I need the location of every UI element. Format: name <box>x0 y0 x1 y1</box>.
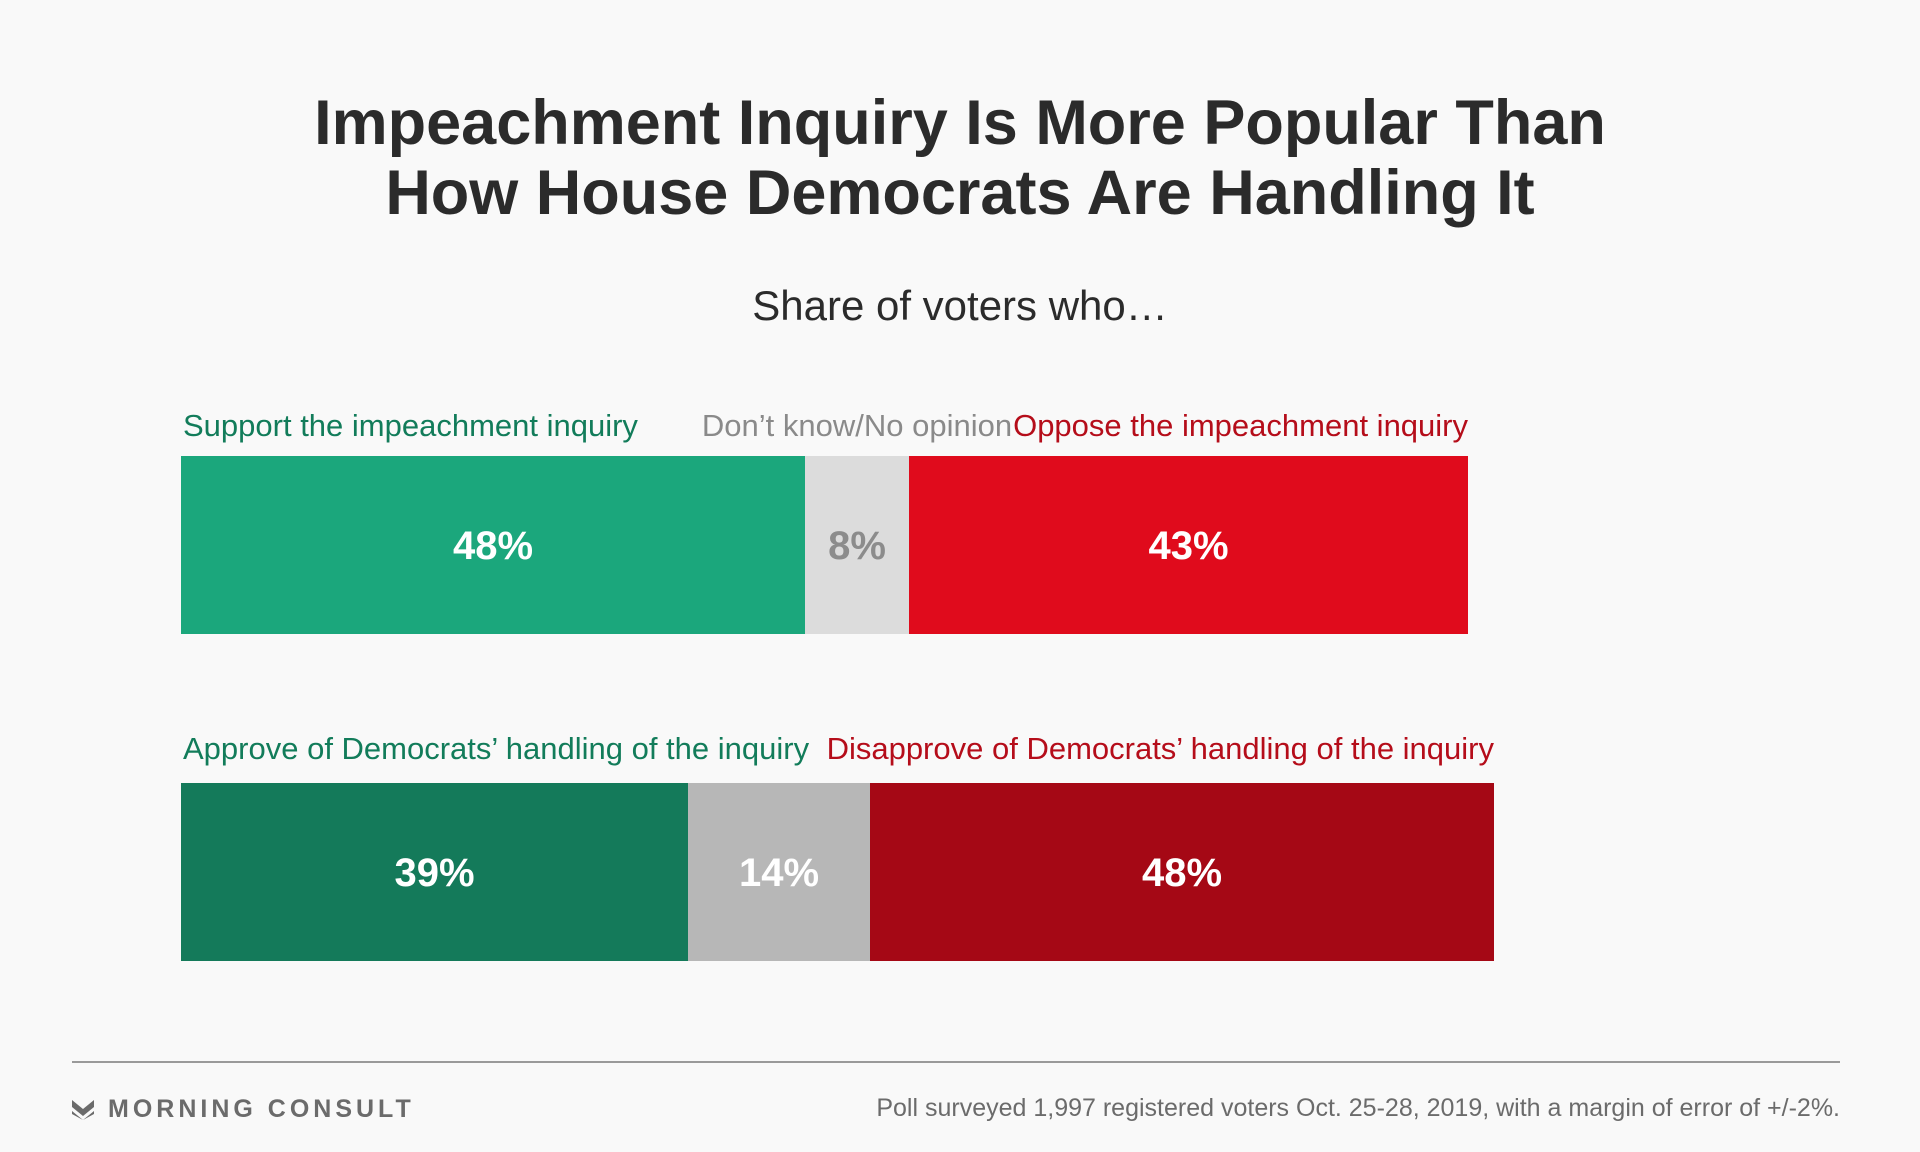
chart-title: Impeachment Inquiry Is More Popular Than… <box>0 88 1920 228</box>
data-label-2-3: 48% <box>1142 851 1222 895</box>
chart-subtitle: Share of voters who… <box>752 282 1168 329</box>
bar-segment-1-1 <box>181 456 805 634</box>
data-label-1-1: 48% <box>453 524 533 568</box>
stacked-bar-chart: 48% 8% 43% Support the impeachment inquiry D… <box>181 408 1495 961</box>
chart-title-line-1: Impeachment Inquiry Is More Popular Than <box>314 88 1606 158</box>
chart-title-line-2: How House Democrats Are Handling It <box>385 158 1535 228</box>
logo-text: MORNING CONSULT <box>108 1094 415 1123</box>
bar-segment-1-3 <box>909 456 1468 634</box>
category-label-2-3: Disapprove of Democrats’ handling of the… <box>827 731 1495 766</box>
footer-divider <box>72 1061 1840 1063</box>
morning-consult-logo: MORNING CONSULT <box>72 1094 415 1124</box>
data-label-1-3: 43% <box>1148 524 1228 568</box>
data-label-2-2: 14% <box>739 851 819 895</box>
bar-segment-2-3 <box>870 783 1494 961</box>
bar-segment-1-2 <box>805 456 909 634</box>
bar-segment-2-1 <box>181 783 688 961</box>
data-label-1-2: 8% <box>828 524 886 568</box>
data-label-2-1: 39% <box>394 851 474 895</box>
morning-consult-logo-icon <box>72 1100 94 1120</box>
footnote: Poll surveyed 1,997 registered voters Oc… <box>876 1094 1840 1122</box>
category-label-1-1: Support the impeachment inquiry <box>183 408 638 443</box>
category-label-1-3: Oppose the impeachment inquiry <box>1013 408 1468 443</box>
category-label-1-2: Don’t know/No opinion <box>702 408 1012 443</box>
bar-segment-2-2 <box>688 783 870 961</box>
category-label-2-1: Approve of Democrats’ handling of the in… <box>183 731 810 766</box>
